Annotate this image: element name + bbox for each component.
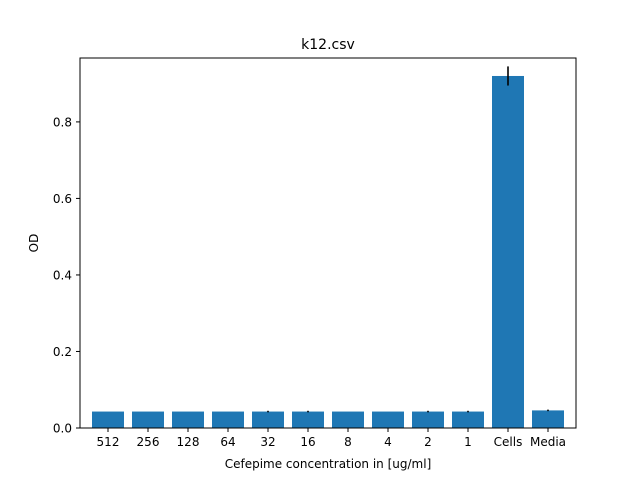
bar-4: [372, 411, 404, 428]
bar-cells: [492, 75, 524, 428]
x-tick-label: 32: [260, 435, 275, 449]
x-tick-label: Media: [530, 435, 566, 449]
x-tick-label: 16: [300, 435, 315, 449]
plot-frame: [79, 57, 577, 429]
y-tick-label: 0.2: [53, 345, 72, 359]
x-tick-label: 4: [384, 435, 392, 449]
bars-group: [92, 75, 564, 428]
bar-64: [212, 411, 244, 428]
y-axis: 0.0 0.2 0.4 0.6 0.8: [53, 115, 80, 436]
x-tick-label: 256: [137, 435, 160, 449]
bar-32: [252, 411, 284, 428]
x-tick-label: 64: [220, 435, 235, 449]
bar-16: [292, 411, 324, 428]
bar-256: [132, 411, 164, 428]
bar-128: [172, 411, 204, 428]
x-tick-label: 512: [97, 435, 120, 449]
bar-1: [452, 411, 484, 428]
x-tick-label: 1: [464, 435, 472, 449]
y-tick-label: 0.6: [53, 192, 72, 206]
y-tick-label: 0.0: [53, 422, 72, 436]
y-tick-label: 0.4: [53, 268, 72, 282]
x-tick-label: 8: [344, 435, 352, 449]
chart-title: k12.csv: [301, 37, 355, 53]
bar-512: [92, 411, 124, 428]
bar-8: [332, 411, 364, 428]
x-tick-label: Cells: [494, 435, 523, 449]
x-axis-label: Cefepime concentration in [ug/ml]: [225, 457, 432, 471]
bar-media: [532, 410, 564, 428]
error-bars-group: [267, 66, 549, 413]
y-tick-label: 0.8: [53, 115, 72, 129]
bar-2: [412, 411, 444, 428]
y-axis-label: OD: [27, 234, 41, 253]
x-axis: 512 256 128 64 32 16 8 4 2 1 Cells Media: [97, 428, 566, 449]
x-tick-label: 128: [177, 435, 200, 449]
x-tick-label: 2: [424, 435, 432, 449]
